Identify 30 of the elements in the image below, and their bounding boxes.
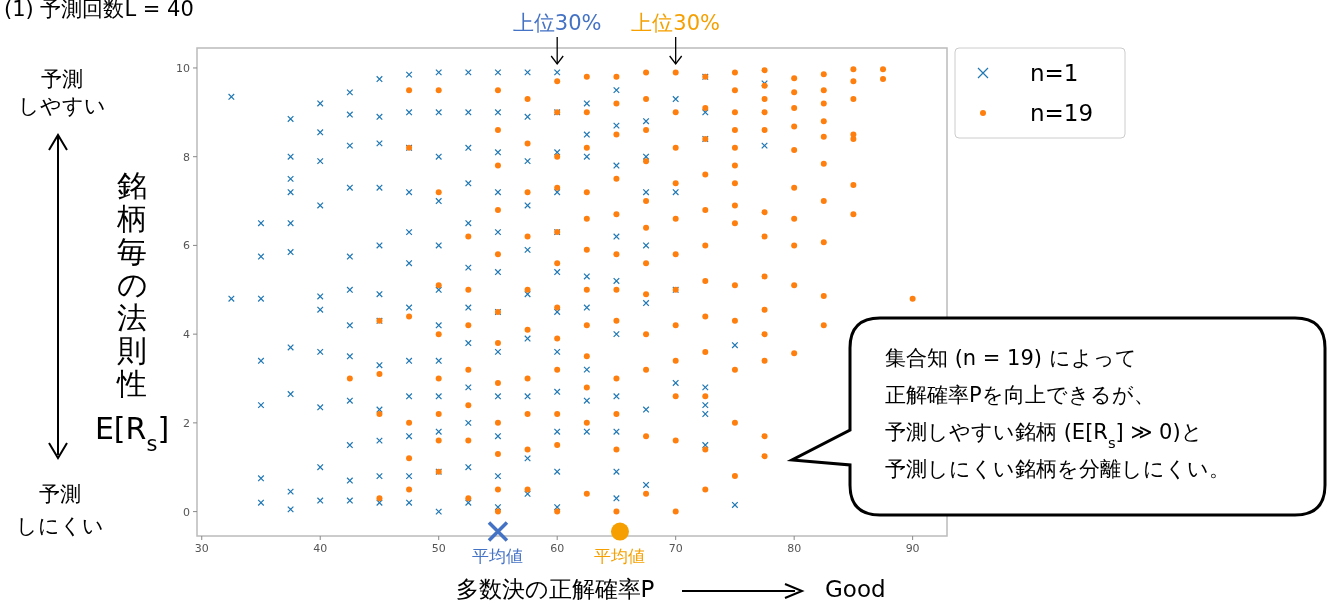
y-tick-label: 0 [183,505,190,519]
x-tick-label: 90 [905,542,920,555]
text: しやすい [18,94,106,118]
legend-label: n=19 [1030,100,1094,126]
x-tick-label: 50 [431,542,446,555]
text: Good [825,576,886,602]
annotation: 平均値 [594,545,646,566]
x-tick-label: 70 [668,542,683,555]
annotation: 集合知 (n = 19) によって [885,346,1137,370]
x-tick-label: 40 [313,542,328,555]
y-tick-label: 4 [183,328,190,342]
x-tick-label: 80 [787,542,802,555]
text: 予測 [41,67,83,91]
y-tick-label: 8 [183,150,190,164]
annotation: 正解確率Pを向上できるが、 [885,383,1155,407]
legend-label: n=1 [1030,60,1079,86]
text: 予測 [39,482,81,506]
annotation: 予測しにくい銘柄を分離しにくい。 [885,457,1230,481]
text: しにくい [16,514,104,538]
y-tick-label: 6 [183,239,190,253]
y-tick-label: 2 [183,416,190,430]
x-axis-title: 多数決の正解確率P [455,576,655,602]
annotation: 平均値 [472,545,524,566]
y-tick-label: 10 [176,61,190,75]
annotation: 上位30% [512,11,602,35]
annotation: 上位30% [631,11,721,35]
annotation: 予測しやすい銘柄 (E[R$_{s}$] ≫ 0)と [885,420,1203,451]
x-tick-label: 60 [550,542,565,555]
text: 銘柄毎の法則性E[R$_{s}$] [94,168,170,456]
x-tick-label: 30 [194,542,209,555]
